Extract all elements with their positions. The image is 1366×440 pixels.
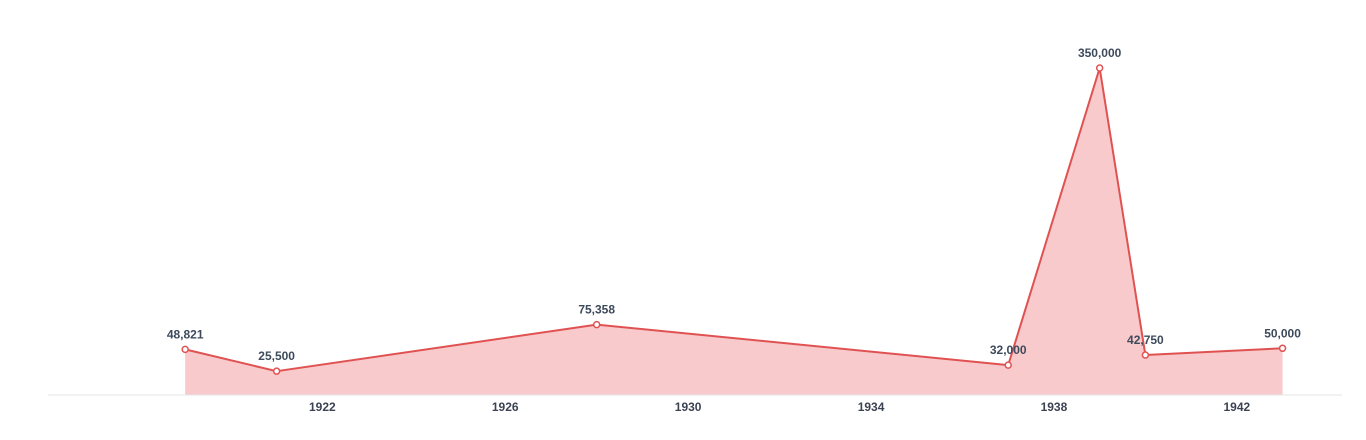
data-point[interactable] [1095, 64, 1104, 72]
x-tick-label: 1942 [1223, 400, 1250, 414]
x-tick-label: 1930 [675, 400, 702, 414]
x-tick-label: 1922 [309, 400, 336, 414]
data-point[interactable] [1004, 361, 1012, 369]
data-label: 75,358 [578, 303, 615, 317]
data-label: 48,821 [167, 327, 204, 341]
data-label: 32,000 [990, 343, 1027, 357]
x-tick-label: 1938 [1041, 400, 1068, 414]
data-points [181, 64, 1287, 375]
data-point[interactable] [272, 367, 281, 375]
x-tick-labels: 1922 1926 1930 1934 1938 1942 [309, 400, 1251, 414]
data-label: 50,000 [1264, 326, 1301, 340]
data-point[interactable] [1141, 351, 1150, 359]
x-tick-label: 1934 [858, 400, 885, 414]
data-point[interactable] [1278, 344, 1287, 353]
area-layer [184, 67, 1283, 395]
data-label: 25,500 [258, 349, 295, 363]
data-labels: 48,821 25,500 75,358 32,000 350,000 42,750 50,… [167, 46, 1301, 363]
data-point[interactable] [181, 345, 189, 354]
x-tick-label: 1926 [492, 400, 519, 414]
series-area-fill [185, 68, 1283, 395]
data-label: 350,000 [1078, 46, 1122, 60]
data-point[interactable] [592, 320, 601, 329]
data-label: 42,750 [1127, 333, 1164, 347]
